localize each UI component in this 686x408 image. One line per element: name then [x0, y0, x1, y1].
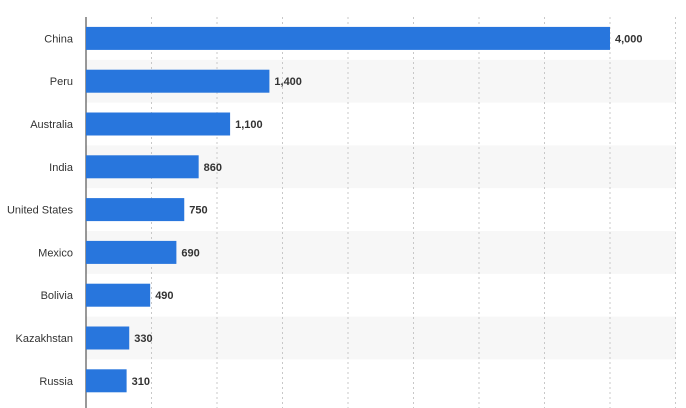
- bar-australia[interactable]: [86, 112, 231, 136]
- bar-mexico[interactable]: [86, 240, 177, 264]
- category-label: Kazakhstan: [16, 333, 73, 345]
- value-label: 490: [155, 290, 173, 302]
- category-label: Russia: [39, 376, 74, 388]
- category-label: United States: [7, 205, 74, 217]
- category-label: Bolivia: [41, 290, 74, 302]
- bar-india[interactable]: [86, 155, 199, 179]
- value-label: 310: [132, 376, 150, 388]
- row-stripe: [86, 231, 676, 274]
- category-label: India: [49, 162, 74, 174]
- value-label: 4,000: [615, 33, 643, 45]
- category-label: China: [44, 33, 74, 45]
- bar-russia[interactable]: [86, 369, 127, 393]
- value-label: 690: [181, 247, 199, 259]
- row-stripes: [86, 59, 676, 360]
- bar-peru[interactable]: [86, 69, 270, 93]
- bars: [86, 26, 610, 393]
- category-labels: China Peru Australia India United States Mexi…: [7, 33, 74, 387]
- bar-kazakhstan[interactable]: [86, 326, 130, 350]
- category-label: Mexico: [38, 247, 73, 259]
- value-labels: 4,000 1,400 1,100 860 750 690 490 330 310: [132, 33, 643, 387]
- value-label: 1,100: [235, 119, 263, 131]
- value-label: 750: [189, 205, 207, 217]
- bar-china[interactable]: [86, 26, 610, 50]
- value-label: 330: [134, 333, 152, 345]
- value-label: 860: [204, 162, 222, 174]
- bar-united-states[interactable]: [86, 198, 185, 222]
- bar-bolivia[interactable]: [86, 283, 151, 307]
- category-label: Peru: [50, 76, 73, 88]
- value-label: 1,400: [274, 76, 302, 88]
- row-stripe: [86, 316, 676, 360]
- category-label: Australia: [30, 119, 74, 131]
